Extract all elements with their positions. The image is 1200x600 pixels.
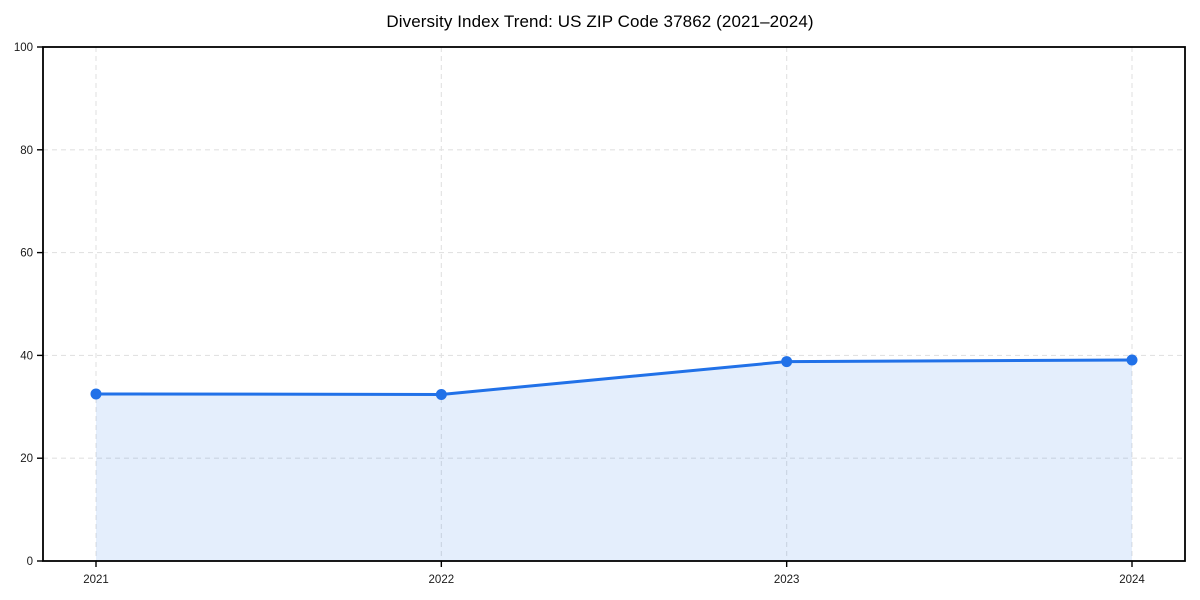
data-point	[90, 388, 102, 400]
x-tick-label: 2022	[429, 574, 455, 586]
data-point	[435, 388, 447, 400]
data-point	[781, 356, 793, 368]
area-fill	[96, 360, 1132, 561]
trend-line	[94, 358, 1134, 396]
plot-border	[42, 46, 1186, 562]
y-tick-label: 60	[20, 248, 33, 260]
y-tick-label: 0	[27, 556, 33, 568]
chart-title: Diversity Index Trend: US ZIP Code 37862…	[386, 12, 814, 31]
y-tick-label: 100	[14, 42, 33, 54]
x-tick-label: 2021	[83, 574, 109, 586]
data-point	[1126, 354, 1138, 366]
x-tick-label: 2024	[1119, 574, 1145, 586]
x-tick-label: 2023	[774, 574, 800, 586]
y-tick-label: 20	[20, 453, 33, 465]
y-tick-label: 40	[20, 350, 33, 362]
y-tick-label: 80	[20, 145, 33, 157]
